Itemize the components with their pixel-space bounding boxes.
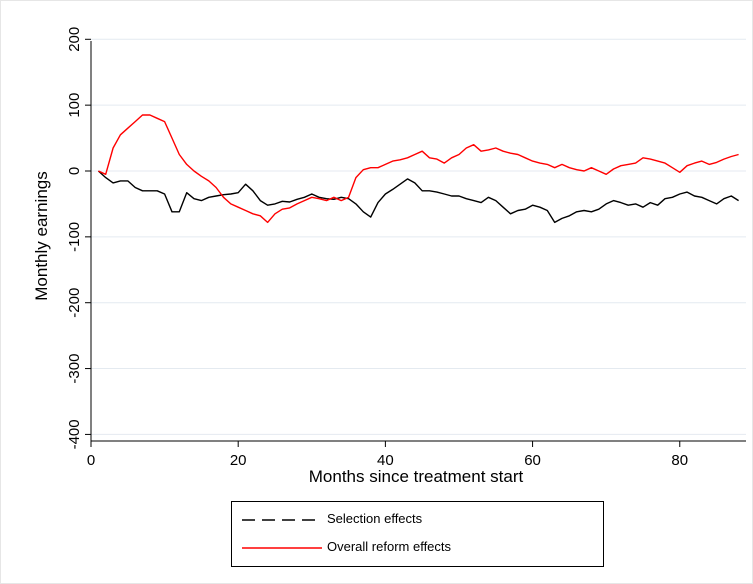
x-tick-label: 20 bbox=[230, 452, 247, 469]
solid-line-swatch bbox=[242, 547, 322, 549]
legend: Selection effects Overall reform effects bbox=[231, 501, 604, 567]
overall-reform-effects-line bbox=[98, 114, 739, 224]
legend-label: Overall reform effects bbox=[327, 539, 452, 554]
legend-item-overall-reform-effects: Overall reform effects bbox=[232, 538, 603, 558]
axis-labels: Months since treatment start Monthly ear… bbox=[32, 171, 524, 486]
y-tick-label: -100 bbox=[66, 222, 83, 252]
x-tick-label: 0 bbox=[87, 452, 95, 469]
y-tick-label: 200 bbox=[66, 27, 83, 52]
x-tick-label: 60 bbox=[524, 452, 541, 469]
series-lines bbox=[97, 114, 739, 224]
y-tick-label: 0 bbox=[66, 167, 83, 175]
dashed-line-swatch bbox=[242, 519, 322, 521]
legend-label: Selection effects bbox=[327, 511, 423, 526]
y-tick-label: -200 bbox=[66, 288, 83, 318]
x-axis-title: Months since treatment start bbox=[309, 467, 524, 486]
y-tick-label: -400 bbox=[66, 419, 83, 449]
y-axis-title: Monthly earnings bbox=[32, 171, 51, 300]
x-tick-label: 80 bbox=[671, 452, 688, 469]
legend-item-selection-effects: Selection effects bbox=[232, 510, 603, 530]
x-tick-label: 40 bbox=[377, 452, 394, 469]
gridlines bbox=[91, 38, 746, 435]
selection-effects-line bbox=[97, 170, 739, 224]
y-tick-label: -300 bbox=[66, 354, 83, 384]
y-tick-label: 100 bbox=[66, 93, 83, 118]
